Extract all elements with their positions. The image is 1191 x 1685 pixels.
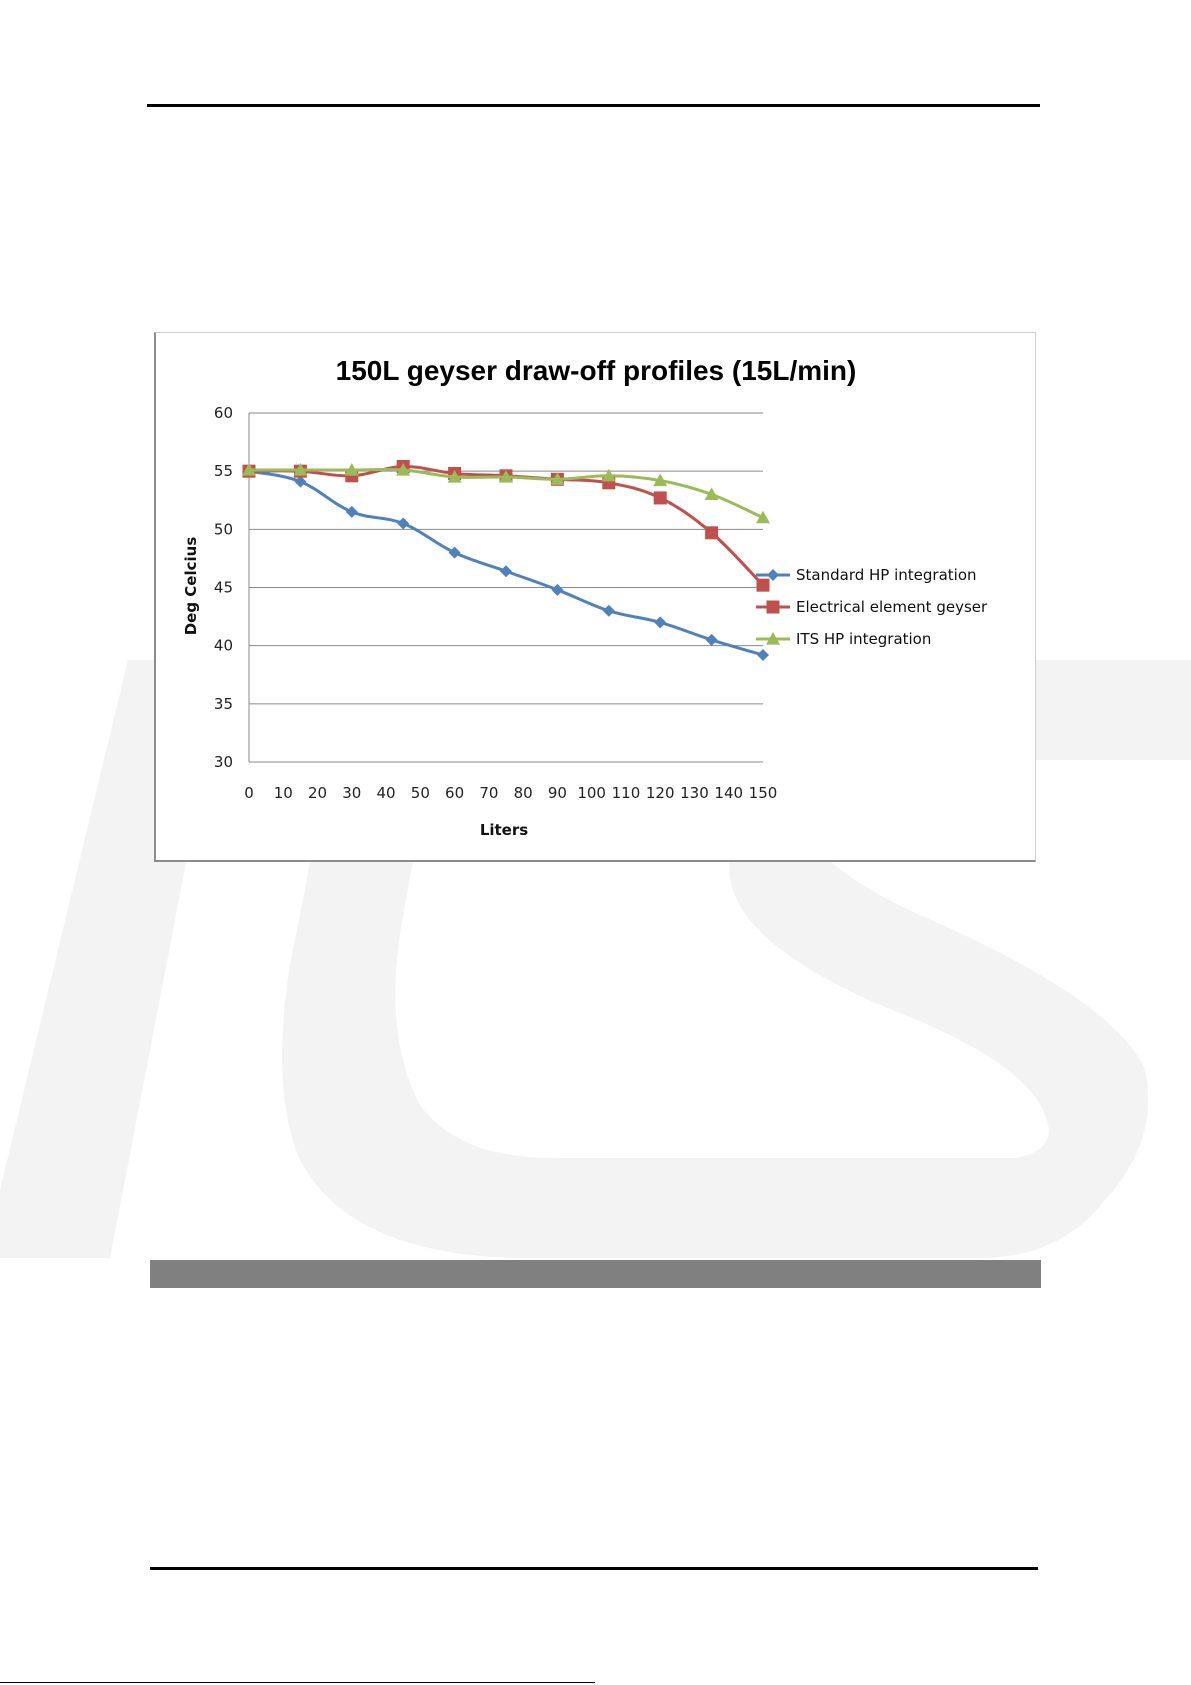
x-tick-label: 10 [274, 784, 293, 802]
x-axis-title: Liters [480, 821, 528, 839]
data-point [705, 633, 718, 646]
legend-label: ITS HP integration [796, 630, 931, 648]
data-point [294, 475, 307, 488]
data-point [447, 469, 462, 483]
y-tick-label: 45 [214, 579, 233, 597]
data-point [344, 463, 359, 476]
x-tick-label: 40 [377, 784, 396, 802]
x-tick-label: 90 [548, 784, 567, 802]
data-point [653, 491, 667, 505]
y-tick-label: 35 [214, 695, 233, 713]
x-tick-label: 80 [514, 784, 533, 802]
section-divider-band [150, 1260, 1041, 1288]
line-chart: 150L geyser draw-off profiles (15L/min) … [182, 355, 988, 839]
legend-marker [766, 632, 780, 645]
y-tick-label: 40 [214, 637, 233, 655]
data-point [551, 583, 564, 596]
data-point [601, 468, 616, 482]
data-point [654, 616, 667, 629]
x-tick-label: 0 [244, 784, 254, 802]
legend-label: Electrical element geyser [796, 598, 988, 616]
footer-rule [150, 1567, 1038, 1570]
y-tick-labels: 30 35 40 45 50 55 60 [214, 404, 233, 771]
data-point [500, 565, 512, 578]
data-point [397, 517, 410, 530]
legend-label: Standard HP integration [796, 566, 977, 584]
chart-frame: 150L geyser draw-off profiles (15L/min) … [154, 332, 1036, 862]
data-point [756, 578, 770, 592]
series-3 [242, 463, 770, 524]
data-point [756, 510, 770, 524]
data-point [293, 463, 308, 476]
data-point [550, 472, 565, 485]
legend-marker [766, 600, 780, 614]
legend-entry: Electrical element geyser [756, 598, 988, 616]
data-point [499, 469, 513, 483]
header-rule [147, 104, 1040, 107]
legend-entry: ITS HP integration [756, 630, 931, 648]
data-point [602, 604, 615, 617]
y-tick-label: 50 [214, 520, 233, 538]
chart-title: 150L geyser draw-off profiles (15L/min) [336, 355, 857, 386]
series-1 [243, 465, 769, 661]
x-tick-label: 110 [612, 784, 641, 802]
x-tick-label: 60 [445, 784, 464, 802]
data-point [704, 487, 719, 501]
x-tick-label: 100 [577, 784, 606, 802]
x-tick-label: 50 [411, 784, 430, 802]
legend-entry: Standard HP integration [756, 566, 977, 584]
data-point [242, 463, 256, 476]
data-point [705, 526, 719, 540]
series-line [247, 469, 765, 657]
legend-marker [767, 569, 779, 581]
grid-lines [249, 412, 763, 763]
series-lines [242, 460, 770, 661]
data-point [448, 546, 461, 559]
x-tick-label: 140 [714, 784, 743, 802]
x-tick-label: 130 [680, 784, 709, 802]
data-point [345, 505, 358, 518]
x-tick-label: 120 [646, 784, 675, 802]
y-axis-title: Deg Celcius [182, 537, 200, 636]
legend: Standard HP integration Electrical elemen… [756, 566, 988, 648]
y-tick-label: 55 [214, 462, 233, 480]
data-point [396, 463, 411, 476]
y-tick-label: 60 [214, 404, 233, 422]
bottom-edge-rule [0, 1682, 595, 1683]
data-point [757, 648, 769, 661]
x-tick-label: 20 [308, 784, 327, 802]
y-tick-label: 30 [214, 753, 233, 771]
x-tick-labels: 0 10 20 30 40 50 60 70 80 90 100 110 120 130 140 150 [244, 784, 777, 802]
data-point [653, 473, 668, 487]
x-tick-label: 30 [342, 784, 361, 802]
x-tick-label: 70 [479, 784, 498, 802]
x-tick-label: 150 [749, 784, 778, 802]
